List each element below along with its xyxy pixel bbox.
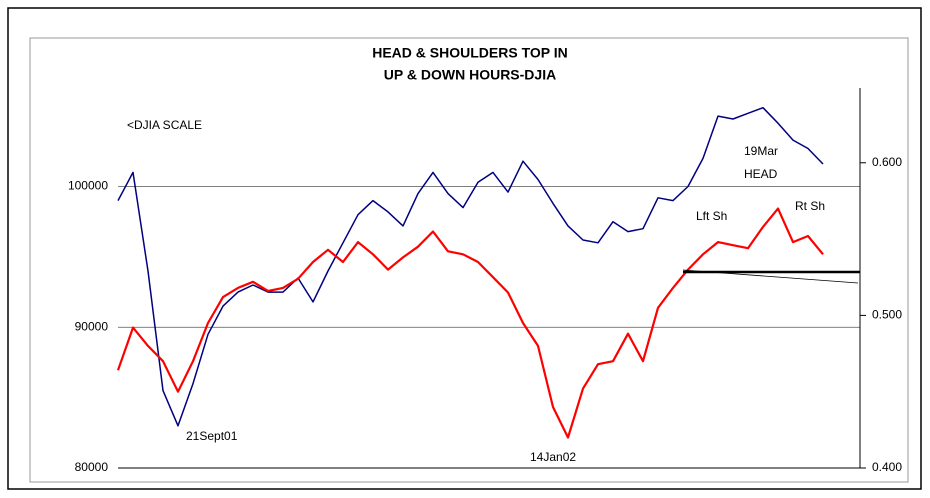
chart-title: UP & DOWN HOURS-DJIA bbox=[384, 67, 556, 83]
annotation: 14Jan02 bbox=[530, 450, 576, 464]
data-line bbox=[116, 207, 824, 439]
y-tick-label: 90000 bbox=[75, 319, 109, 333]
annotation: Lft Sh bbox=[696, 209, 727, 223]
annotation: HEAD bbox=[744, 167, 778, 181]
annotation: 21Sept01 bbox=[186, 429, 238, 443]
outer-frame bbox=[7, 7, 922, 490]
plot: 80000 90000 100000 0.400 0.500 0.600 bbox=[68, 88, 902, 474]
y-tick-label: 80000 bbox=[75, 460, 109, 474]
chart-title: HEAD & SHOULDERS TOP IN bbox=[372, 45, 568, 61]
y2-tick-label: 0.400 bbox=[872, 460, 902, 474]
y-tick-label: 100000 bbox=[68, 179, 108, 193]
y2-tick-label: 0.500 bbox=[872, 308, 902, 322]
y2-tick-label: 0.600 bbox=[872, 155, 902, 169]
chart-frame bbox=[29, 37, 909, 483]
annotation: Rt Sh bbox=[795, 199, 825, 213]
data-line bbox=[117, 106, 824, 427]
annotation: 19Mar bbox=[744, 144, 778, 158]
annotation: <DJIA SCALE bbox=[127, 118, 202, 132]
